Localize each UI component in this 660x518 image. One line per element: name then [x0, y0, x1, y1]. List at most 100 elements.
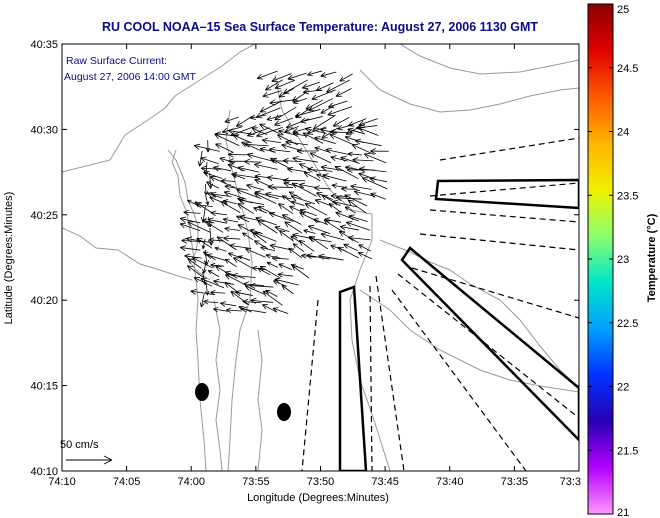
current-vector	[314, 185, 331, 191]
beam-line	[397, 273, 579, 419]
coastline-sandy-hook	[167, 149, 211, 281]
current-vector	[299, 208, 317, 217]
current-vector	[179, 222, 201, 232]
current-vector	[320, 105, 334, 114]
beam-line	[429, 182, 579, 197]
current-vector	[203, 161, 209, 176]
current-vector	[225, 274, 247, 286]
y-axis-ticks: 40:35 40:30 40:25 40:20 40:15 40:10	[30, 39, 579, 478]
colorbar-label: Temperature (°C)	[646, 213, 658, 302]
current-vector	[224, 226, 241, 232]
current-vector	[245, 247, 266, 258]
current-vector	[233, 134, 252, 144]
current-vector	[298, 182, 317, 189]
current-vector	[359, 166, 387, 173]
current-vector	[278, 230, 294, 242]
current-vector	[274, 117, 294, 126]
current-vector	[249, 282, 274, 289]
current-vector	[209, 196, 228, 205]
current-vector	[269, 146, 291, 153]
current-vector	[208, 216, 212, 228]
current-vector	[345, 221, 371, 231]
current-vector	[244, 158, 262, 165]
radar-boxes	[338, 178, 579, 471]
x-tick-label: 73:40	[436, 476, 464, 488]
current-vector	[335, 88, 352, 97]
contour-northeast	[399, 44, 579, 75]
current-vector	[237, 165, 260, 173]
current-vector	[285, 139, 308, 146]
current-vector	[265, 191, 292, 200]
x-tick-label: 74:00	[177, 476, 205, 488]
current-vector	[282, 157, 302, 164]
contour-10m	[225, 109, 253, 471]
current-vector	[344, 194, 368, 207]
current-vector	[207, 227, 214, 246]
current-vector	[304, 203, 328, 216]
beam-line	[439, 137, 579, 161]
beam-box-southeast	[400, 246, 579, 442]
current-vector	[337, 124, 354, 131]
current-vector	[187, 221, 211, 233]
current-vector	[266, 115, 282, 122]
current-vector	[209, 176, 236, 189]
colorbar-tick-label: 21.5	[617, 445, 638, 457]
x-tick-label: 73:35	[501, 476, 529, 488]
current-vector	[204, 282, 210, 296]
current-vector	[239, 197, 265, 206]
current-vector	[262, 290, 283, 306]
current-vector	[296, 148, 318, 154]
current-vector	[271, 73, 292, 83]
current-vector	[259, 100, 283, 113]
current-vector	[271, 255, 289, 262]
current-vector	[290, 235, 302, 244]
current-vector	[221, 178, 236, 184]
beam-line	[391, 289, 527, 471]
contour-south-a	[213, 299, 223, 471]
colorbar: 25 24.5 24 23.5 23 22.5 22 21.5 21 Temperature (…	[587, 3, 658, 518]
current-vector	[309, 152, 332, 164]
station-marker	[195, 383, 209, 401]
current-vector	[348, 214, 368, 222]
contour-30m	[359, 69, 579, 113]
current-vector	[203, 183, 208, 196]
current-vector	[347, 199, 367, 214]
current-vector	[281, 143, 305, 152]
current-vector	[354, 138, 382, 147]
current-vector	[347, 127, 366, 135]
current-vector	[292, 155, 318, 163]
current-vector	[313, 218, 328, 225]
current-vector	[223, 235, 241, 242]
current-vector	[236, 188, 262, 200]
current-vector	[187, 258, 202, 269]
current-vector	[242, 232, 254, 241]
x-tick-label: 74:10	[48, 476, 76, 488]
current-vector	[274, 225, 290, 233]
contour-outer	[359, 289, 579, 393]
current-vector	[351, 144, 375, 156]
current-vector	[314, 136, 336, 144]
current-vector	[262, 90, 282, 98]
current-vector	[278, 88, 294, 98]
current-vector	[231, 171, 260, 179]
beam-line	[301, 299, 319, 471]
beam-box-east	[434, 178, 579, 210]
current-vector	[291, 200, 305, 206]
colorbar-gradient	[587, 3, 614, 515]
current-vector	[219, 156, 236, 164]
current-vector	[347, 235, 371, 242]
current-vector	[265, 79, 283, 91]
current-vector	[325, 147, 349, 155]
current-vector	[269, 99, 296, 106]
current-vector	[284, 221, 303, 234]
current-vector	[352, 157, 374, 164]
current-vector	[293, 98, 308, 105]
beam-line	[369, 285, 373, 471]
station-marker	[277, 403, 291, 421]
current-vector	[300, 116, 323, 124]
current-vector	[278, 263, 293, 271]
current-vector	[241, 306, 267, 314]
figure-title: RU COOL NOAA–15 Sea Surface Temperature:…	[102, 20, 538, 34]
current-vector	[340, 156, 360, 164]
current-vector	[205, 194, 210, 206]
